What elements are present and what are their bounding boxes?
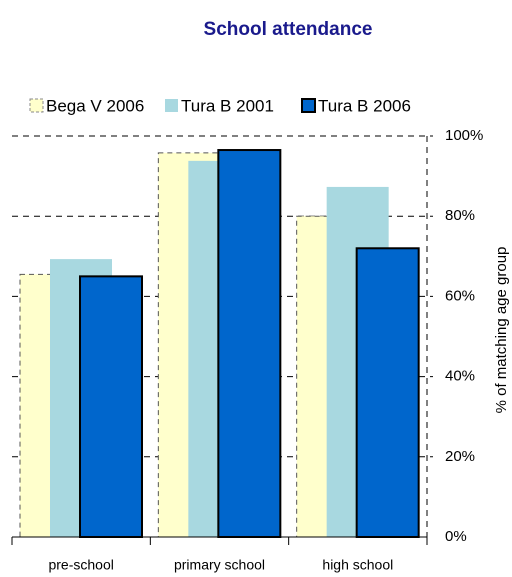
legend-swatch xyxy=(301,98,316,113)
legend-swatch xyxy=(29,98,44,113)
bar xyxy=(355,247,420,538)
legend-swatch xyxy=(165,99,178,112)
x-tick-label: pre-school xyxy=(48,557,113,573)
y-tick-label: 60% xyxy=(445,287,475,304)
y-tick-label: 80% xyxy=(445,207,475,224)
chart-title: School attendance xyxy=(204,19,373,40)
bar xyxy=(79,275,143,538)
y-tick-label: 20% xyxy=(445,448,475,465)
bar xyxy=(217,149,282,538)
y-axis-label: % of matching age group xyxy=(493,247,510,414)
y-tick-label: 40% xyxy=(445,368,475,385)
x-tick-label: high school xyxy=(322,557,393,573)
legend-label: Tura B 2001 xyxy=(181,96,274,115)
y-tick-label: 100% xyxy=(445,127,483,144)
y-tick-label: 0% xyxy=(445,528,467,545)
legend-label: Tura B 2006 xyxy=(318,96,411,115)
x-tick-label: primary school xyxy=(174,557,265,573)
legend-label: Bega V 2006 xyxy=(46,96,144,115)
